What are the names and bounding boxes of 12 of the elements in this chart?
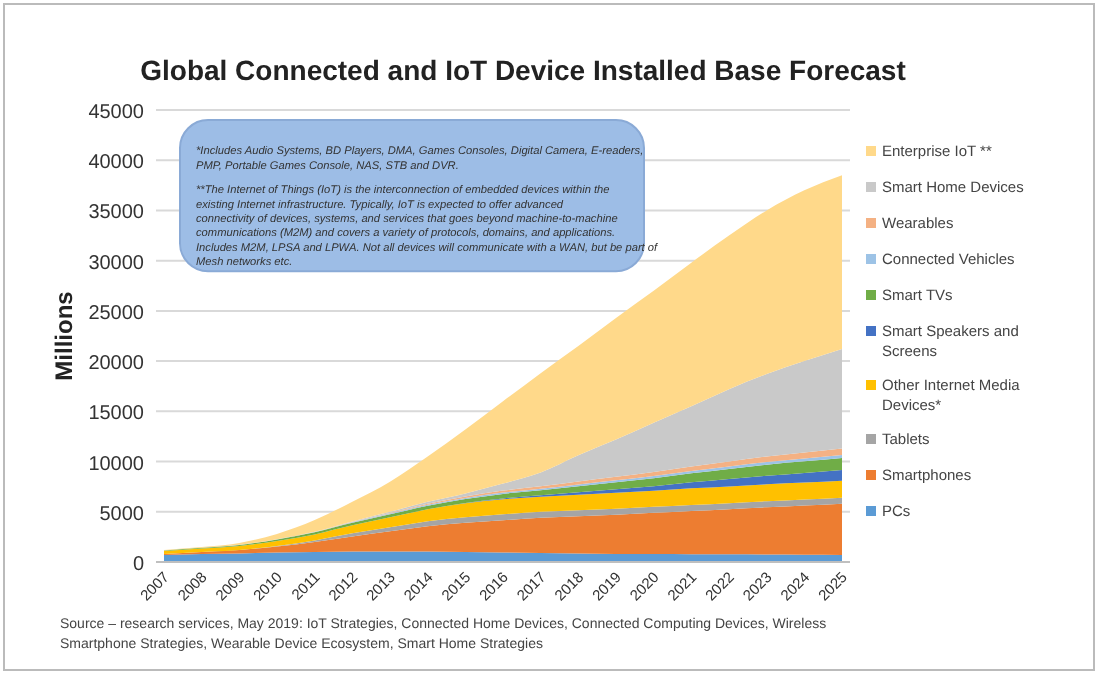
y-tick-label: 5000 <box>99 503 145 526</box>
y-tick-label: 15000 <box>88 403 145 426</box>
y-tick-label: 25000 <box>88 302 145 325</box>
chart-title: Global Connected and IoT Device Installed Base Forecast <box>140 54 907 86</box>
y-tick-label: 40000 <box>88 152 145 175</box>
y-tick-label: 10000 <box>88 453 145 476</box>
y-axis-title: Millions <box>50 290 78 381</box>
y-tick-label: 35000 <box>88 202 145 225</box>
y-tick-label: 0 <box>132 554 145 576</box>
y-tick-label: 45000 <box>88 102 145 124</box>
y-tick-label: 20000 <box>88 353 145 376</box>
y-tick-label: 30000 <box>88 252 145 275</box>
